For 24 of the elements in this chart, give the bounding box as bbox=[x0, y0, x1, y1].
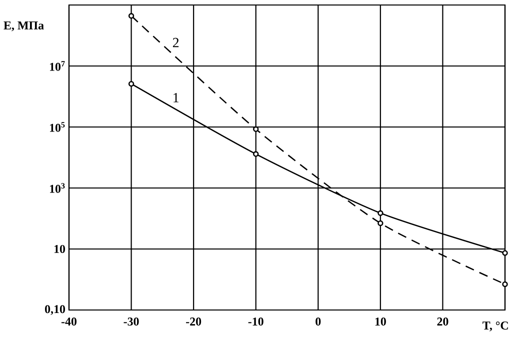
x-tick-label: -40 bbox=[61, 318, 77, 326]
point bbox=[128, 80, 134, 87]
x-tick-label: 20 bbox=[437, 318, 448, 326]
y-tick-label: 0,10 bbox=[45, 305, 66, 315]
x-axis-title: T, °C bbox=[482, 322, 508, 332]
x-tick-label: -10 bbox=[248, 318, 264, 326]
point bbox=[378, 220, 384, 226]
point bbox=[378, 210, 384, 216]
y-tick-label: 10$^{7}$ bbox=[50, 61, 65, 71]
y-tick-label: 10$^{3}$ bbox=[50, 183, 65, 193]
x-tick-label: -20 bbox=[186, 318, 202, 326]
y-axis-title: E, МПа bbox=[4, 22, 44, 32]
point bbox=[253, 126, 259, 132]
x-tick-label: 10 bbox=[375, 318, 386, 326]
y-tick-label: 10$^{5}$ bbox=[50, 122, 65, 132]
point bbox=[128, 13, 134, 19]
x-tick-label: 0 bbox=[316, 318, 321, 326]
series-label: 2 bbox=[172, 38, 179, 48]
point bbox=[502, 250, 508, 256]
x-tick-label: -30 bbox=[124, 318, 139, 326]
point bbox=[253, 151, 259, 157]
point bbox=[502, 281, 508, 288]
series-label: 1 bbox=[174, 92, 178, 102]
y-tick-label: 10 bbox=[54, 244, 66, 254]
